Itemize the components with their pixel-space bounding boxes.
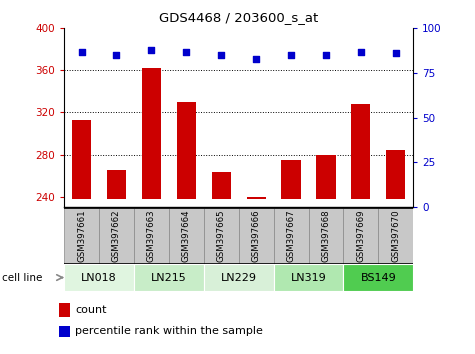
Point: [78, 49, 86, 55]
Bar: [386, 150, 405, 199]
Bar: [247, 196, 266, 199]
Point: [148, 47, 155, 53]
Point: [322, 52, 330, 58]
Bar: [274, 264, 343, 291]
Point: [392, 51, 399, 56]
Title: GDS4468 / 203600_s_at: GDS4468 / 203600_s_at: [159, 11, 318, 24]
Text: BS149: BS149: [361, 273, 396, 282]
Bar: [204, 208, 238, 264]
Text: count: count: [75, 305, 106, 315]
Bar: [343, 264, 413, 291]
Bar: [64, 208, 99, 264]
Bar: [134, 208, 169, 264]
Text: GSM397668: GSM397668: [322, 210, 331, 262]
Text: GSM397667: GSM397667: [286, 210, 295, 262]
Point: [182, 49, 190, 55]
Bar: [64, 264, 134, 291]
Text: LN319: LN319: [291, 273, 326, 282]
Bar: [72, 120, 91, 199]
Text: percentile rank within the sample: percentile rank within the sample: [75, 326, 263, 336]
Bar: [316, 154, 335, 199]
Bar: [177, 102, 196, 199]
Point: [218, 52, 225, 58]
Text: GSM397664: GSM397664: [182, 210, 191, 262]
Bar: [309, 208, 343, 264]
Text: cell line: cell line: [2, 273, 43, 282]
Bar: [169, 208, 204, 264]
Bar: [134, 264, 204, 291]
Point: [357, 49, 365, 55]
Bar: [282, 160, 301, 199]
Bar: [142, 68, 161, 199]
Bar: [343, 208, 379, 264]
Bar: [59, 303, 70, 317]
Bar: [212, 172, 231, 199]
Bar: [238, 208, 274, 264]
Bar: [352, 104, 370, 199]
Bar: [379, 208, 413, 264]
Point: [252, 56, 260, 62]
Bar: [204, 264, 274, 291]
Text: GSM397661: GSM397661: [77, 210, 86, 262]
Text: GSM397665: GSM397665: [217, 210, 226, 262]
Text: LN229: LN229: [221, 273, 256, 282]
Text: GSM397662: GSM397662: [112, 210, 121, 262]
Bar: [59, 326, 70, 337]
Text: GSM397666: GSM397666: [252, 210, 261, 262]
Text: LN018: LN018: [81, 273, 117, 282]
Text: GSM397663: GSM397663: [147, 210, 156, 262]
Text: LN215: LN215: [151, 273, 187, 282]
Point: [287, 52, 295, 58]
Bar: [99, 208, 134, 264]
Text: GSM397669: GSM397669: [356, 210, 365, 262]
Bar: [274, 208, 309, 264]
Point: [113, 52, 120, 58]
Text: GSM397670: GSM397670: [391, 210, 400, 262]
Bar: [107, 170, 126, 199]
